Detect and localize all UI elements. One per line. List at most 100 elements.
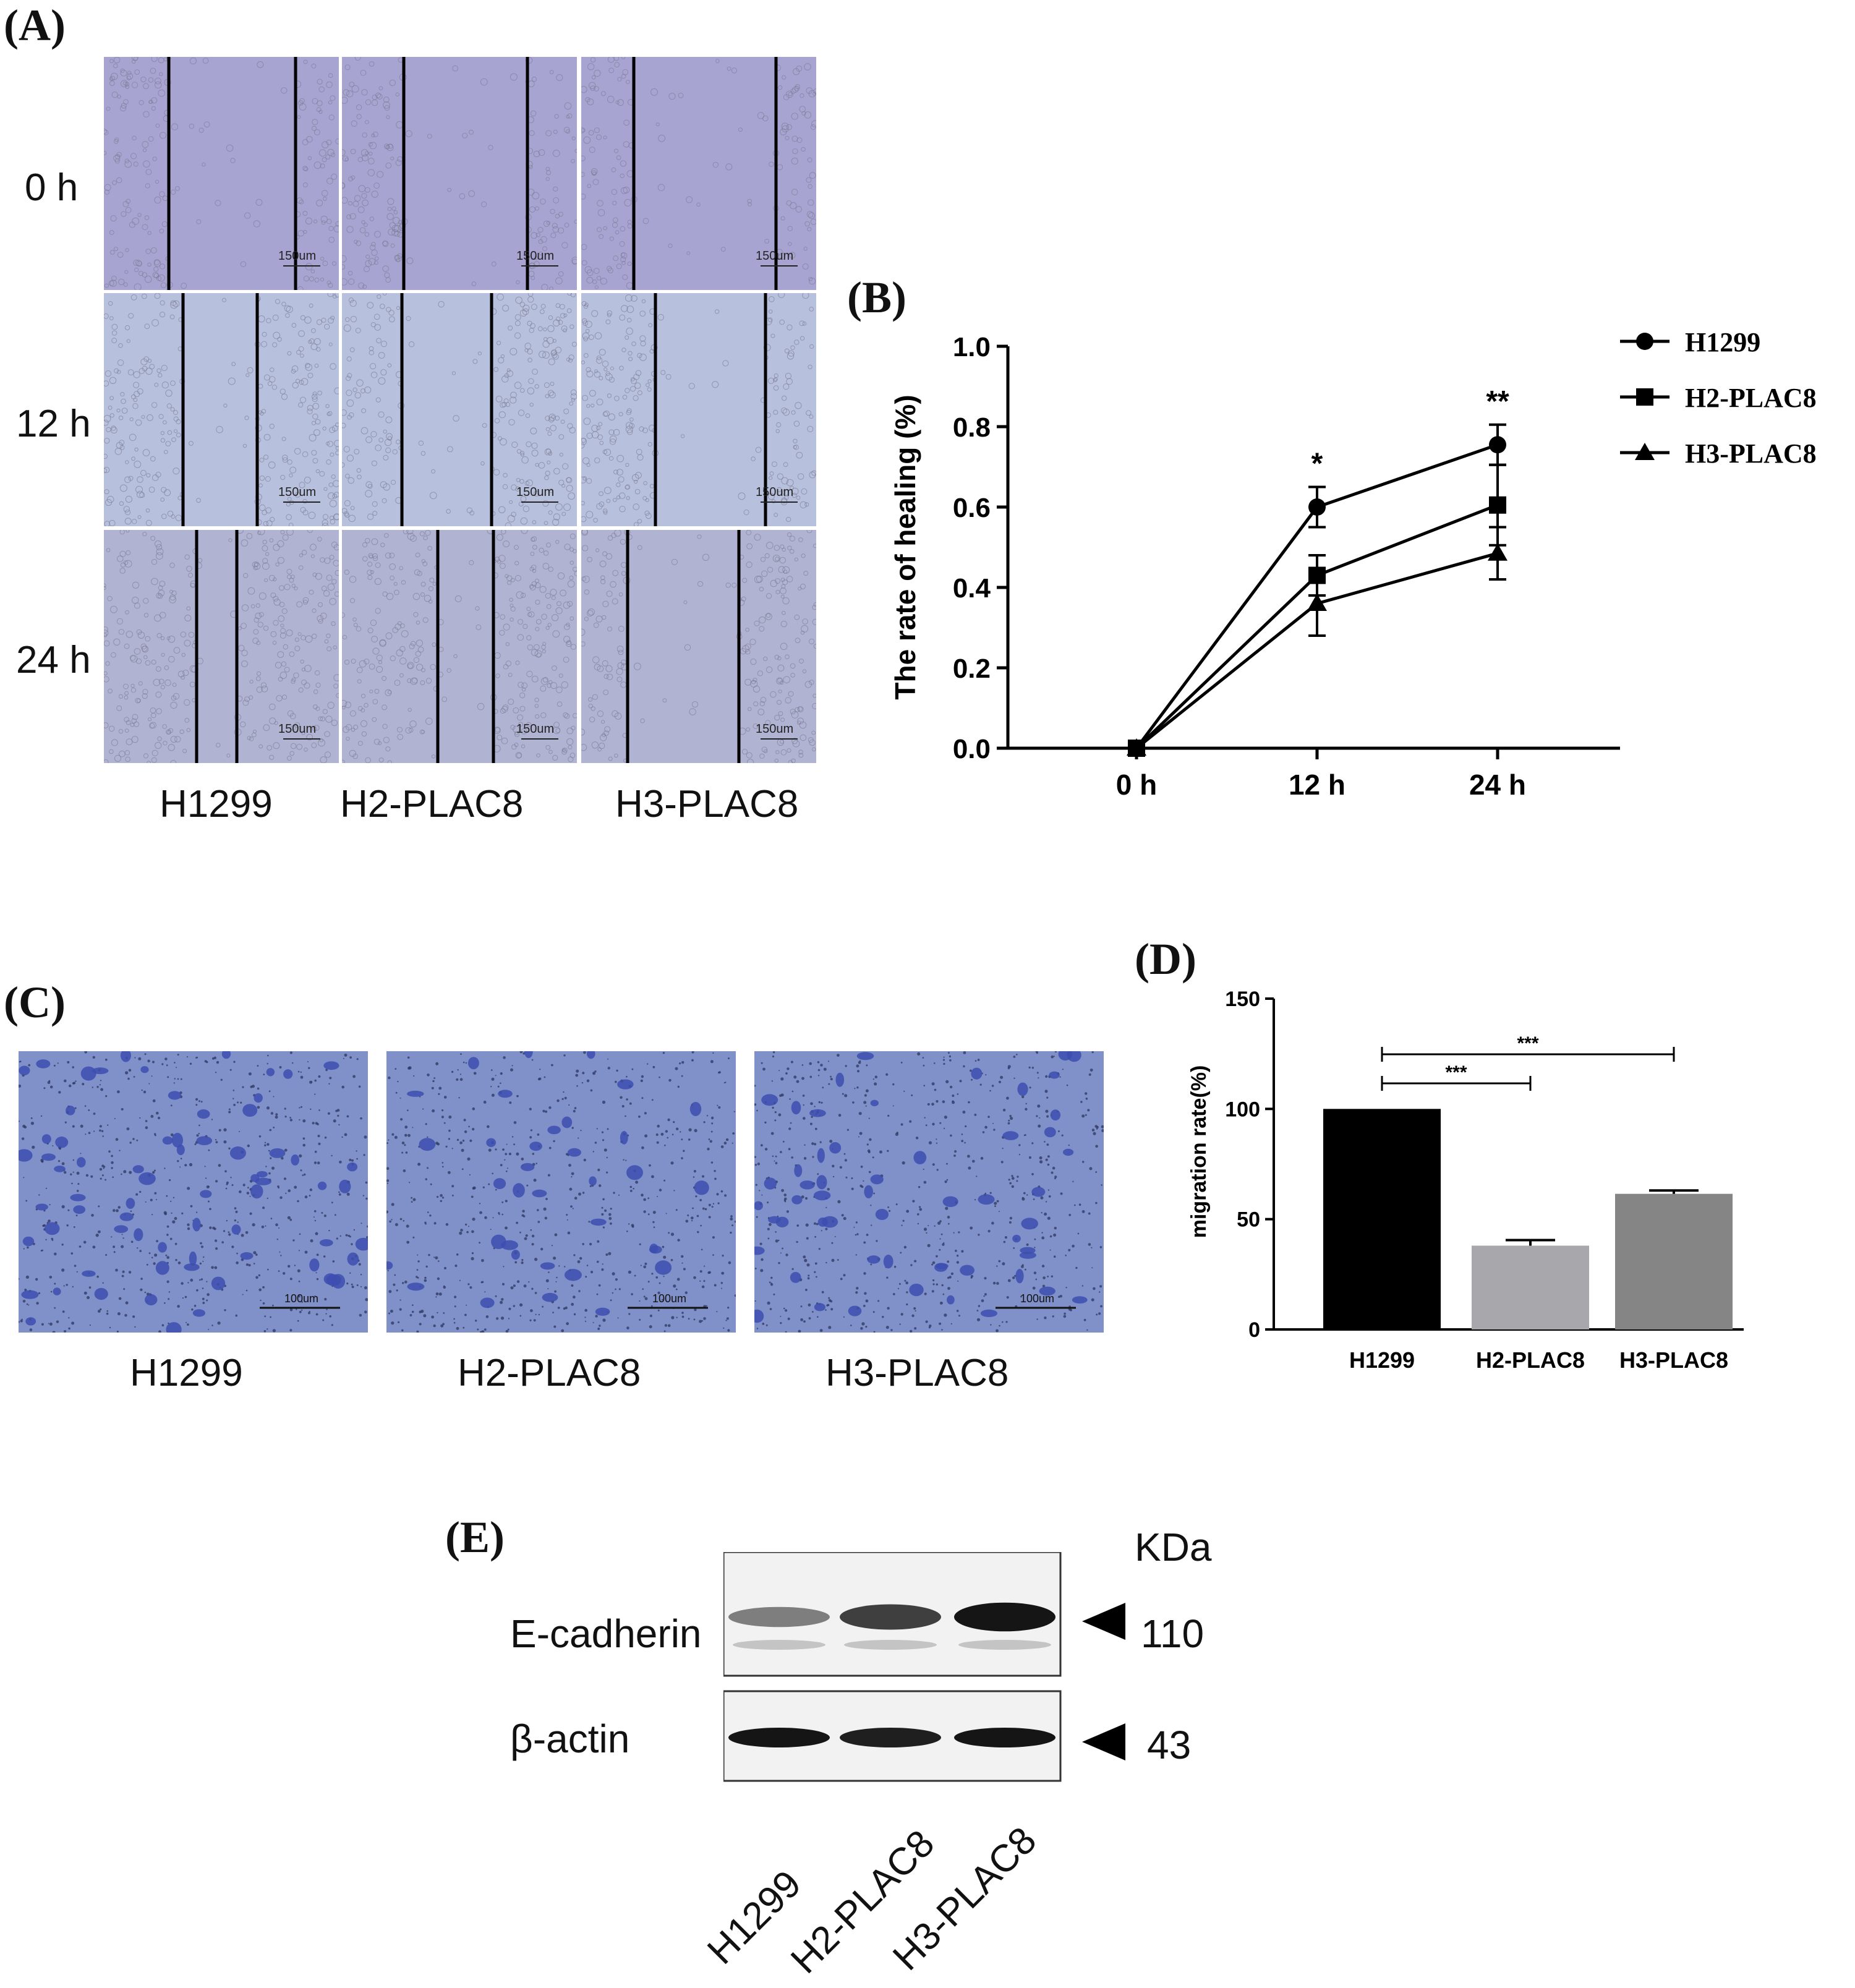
cell xyxy=(124,518,132,525)
cell xyxy=(360,427,369,435)
pore xyxy=(99,1084,101,1086)
pore xyxy=(582,1192,585,1194)
pore xyxy=(583,1158,586,1162)
cell xyxy=(564,544,571,550)
pore xyxy=(577,1260,581,1263)
pore xyxy=(754,1103,757,1106)
pore xyxy=(408,1066,412,1070)
cell xyxy=(352,387,357,393)
pore xyxy=(407,1133,411,1137)
cell xyxy=(372,717,377,722)
pore xyxy=(315,1313,318,1316)
significance-marker: ** xyxy=(1486,385,1509,418)
pore xyxy=(762,1323,765,1325)
pore xyxy=(1063,1315,1067,1318)
cell xyxy=(722,360,729,367)
cell xyxy=(203,121,210,128)
pore xyxy=(412,1198,416,1201)
cell xyxy=(587,608,595,616)
cell xyxy=(780,587,787,594)
pore xyxy=(982,1131,985,1133)
pore xyxy=(597,1328,600,1330)
cell xyxy=(371,636,378,643)
cell xyxy=(252,730,257,733)
bar-H3-PLAC8 xyxy=(1615,1193,1733,1329)
pore xyxy=(542,1109,545,1112)
pore xyxy=(471,1252,474,1255)
wound-image-svg: 150um xyxy=(342,57,577,290)
pore xyxy=(558,1265,560,1267)
cell xyxy=(360,694,366,699)
cell xyxy=(795,638,801,644)
cell xyxy=(284,667,290,673)
cell xyxy=(312,573,317,577)
cell xyxy=(364,659,370,665)
pore xyxy=(953,1232,955,1234)
pore xyxy=(362,1195,365,1197)
cell xyxy=(327,148,335,156)
pore xyxy=(111,1154,113,1158)
cell xyxy=(255,612,262,620)
stained-cell xyxy=(240,1252,254,1260)
pore xyxy=(121,1234,123,1235)
pore xyxy=(944,1180,947,1184)
pore xyxy=(186,1056,189,1058)
cell xyxy=(285,313,290,318)
cell xyxy=(632,474,639,482)
cell xyxy=(626,422,633,429)
pore xyxy=(941,1302,943,1303)
cell xyxy=(581,155,586,161)
cell xyxy=(139,100,144,106)
cell xyxy=(536,753,540,757)
cell xyxy=(407,532,415,540)
cell xyxy=(117,555,124,563)
cell xyxy=(189,57,197,65)
pore xyxy=(563,1091,565,1093)
pore xyxy=(360,1286,362,1287)
cell xyxy=(605,665,613,672)
pore xyxy=(98,1205,100,1208)
pore xyxy=(224,1309,226,1312)
cell xyxy=(801,147,806,152)
pore xyxy=(48,1219,51,1223)
cell xyxy=(545,427,550,432)
cell xyxy=(346,214,352,220)
stained-cell xyxy=(589,1176,597,1186)
cell xyxy=(244,212,251,219)
cell xyxy=(296,349,301,355)
pore xyxy=(313,1161,317,1164)
cell xyxy=(544,521,548,526)
pore xyxy=(358,1263,361,1266)
pore xyxy=(82,1083,85,1086)
cell xyxy=(617,77,622,82)
pore xyxy=(944,1127,945,1129)
pore xyxy=(297,1269,301,1273)
cell xyxy=(608,413,615,421)
cell xyxy=(118,343,123,348)
cell xyxy=(545,416,550,421)
pore xyxy=(1053,1056,1055,1057)
pore xyxy=(1088,1212,1091,1215)
cell xyxy=(548,566,553,572)
cell xyxy=(542,351,550,359)
pore xyxy=(419,1323,422,1326)
cell xyxy=(623,119,629,126)
cell xyxy=(364,702,369,708)
cell xyxy=(438,301,445,308)
cell xyxy=(616,668,623,675)
cell xyxy=(407,662,414,670)
pore xyxy=(50,1290,53,1293)
pore xyxy=(298,1295,301,1298)
cell xyxy=(582,395,588,401)
cell xyxy=(244,416,249,420)
pore xyxy=(994,1201,997,1205)
cell xyxy=(599,376,603,380)
cell xyxy=(581,516,587,523)
pore xyxy=(249,1195,251,1197)
cell xyxy=(809,344,814,349)
cell xyxy=(109,396,114,401)
cell xyxy=(586,463,591,467)
significance-label: *** xyxy=(1517,1033,1538,1054)
cell xyxy=(372,501,378,507)
pore xyxy=(399,1308,402,1311)
